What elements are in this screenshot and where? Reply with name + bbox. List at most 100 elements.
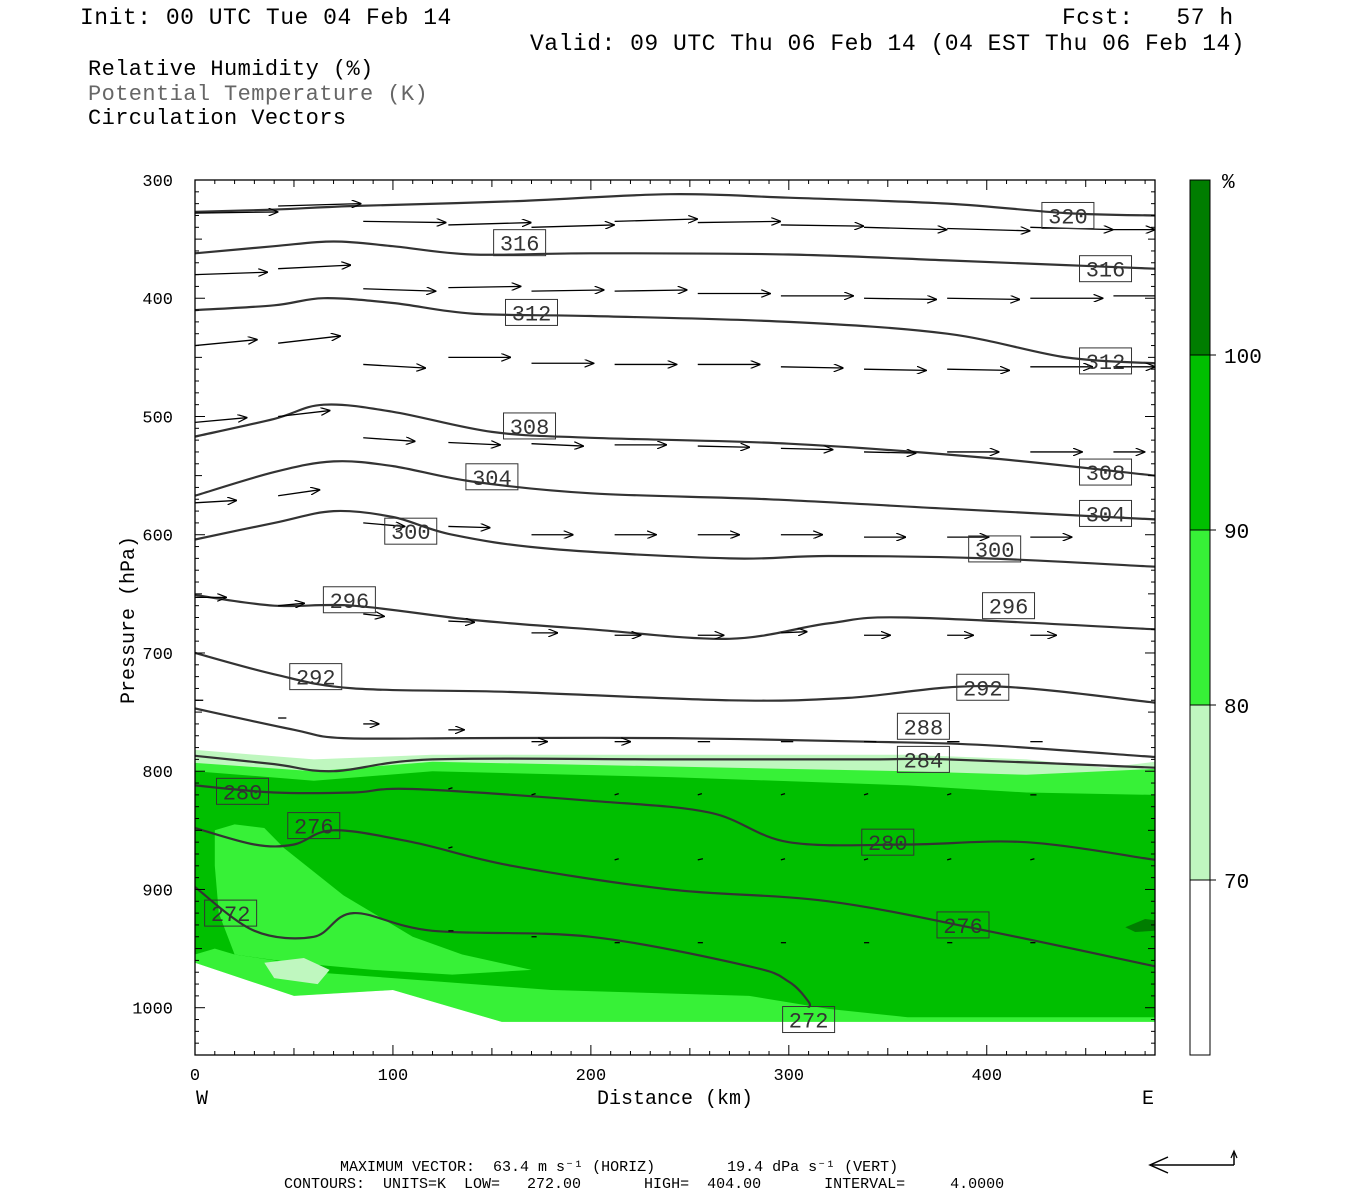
x-tick-label: 300 xyxy=(774,1067,805,1086)
isentrope-296 xyxy=(195,593,1155,640)
circulation-vector xyxy=(947,228,1029,230)
circulation-vector xyxy=(697,793,703,796)
circulation-vector xyxy=(195,212,277,213)
isentrope-label-box xyxy=(896,745,950,773)
isentrope-label-box xyxy=(287,812,341,840)
circulation-vector xyxy=(363,438,414,442)
circulation-vector xyxy=(863,793,869,796)
circulation-vector xyxy=(864,452,915,453)
circulation-vector xyxy=(946,858,952,861)
circulation-vector xyxy=(278,490,319,497)
circulation-vector xyxy=(448,526,489,527)
legend-rh: Relative Humidity (%) xyxy=(88,57,374,82)
isentrope-label-box xyxy=(982,592,1036,620)
colorbar-label: 80 xyxy=(1224,697,1249,720)
y-tick-label: 500 xyxy=(142,409,173,428)
isentrope-label-box xyxy=(956,673,1010,701)
isentrope-label-box xyxy=(1079,458,1133,486)
circulation-vector xyxy=(278,265,350,269)
circulation-vector xyxy=(531,444,582,446)
isentrope-label: 288 xyxy=(904,716,944,741)
circulation-vector xyxy=(946,793,952,796)
isentrope-label-box xyxy=(493,229,547,257)
circulation-vector xyxy=(864,369,926,370)
isentrope-label: 276 xyxy=(294,816,334,841)
isentrope-300 xyxy=(195,509,1155,568)
isentrope-288 xyxy=(195,707,1155,759)
circulation-vector xyxy=(614,219,697,221)
circulation-vector xyxy=(278,603,304,605)
x-east-label: E xyxy=(1142,1088,1154,1111)
colorbar-label: 90 xyxy=(1224,522,1249,545)
isentrope-label: 316 xyxy=(1086,259,1126,284)
isentrope-label: 292 xyxy=(296,667,336,692)
circulation-vector xyxy=(363,289,435,291)
circulation-vector xyxy=(780,793,786,796)
isentrope-label: 304 xyxy=(472,467,512,492)
isentrope-label-box xyxy=(216,777,270,805)
colorbar-segment xyxy=(1190,880,1210,1055)
x-tick-label: 200 xyxy=(576,1067,607,1086)
isentrope-label-box xyxy=(936,911,990,939)
circulation-vector xyxy=(697,446,749,447)
colorbar-frame xyxy=(1189,179,1211,1056)
max-vector-text: MAXIMUM VECTOR: 63.4 m s⁻¹ (HORIZ) 19.4 … xyxy=(340,1159,899,1176)
colorbar-unit: % xyxy=(1222,172,1235,195)
circulation-vector xyxy=(864,227,946,229)
circulation-vector xyxy=(195,272,267,274)
valid-time: Valid: 09 UTC Thu 06 Feb 14 (04 EST Thu … xyxy=(530,31,1246,57)
isentrope-label: 308 xyxy=(1086,462,1126,487)
x-west-label: W xyxy=(196,1088,208,1111)
circulation-vector xyxy=(448,846,453,849)
circulation-vector xyxy=(780,225,863,226)
x-axis-title: Distance (km) xyxy=(597,1088,753,1111)
isentrope-label: 304 xyxy=(1086,503,1126,528)
circulation-vector xyxy=(947,369,1009,370)
circulation-vector xyxy=(947,298,1019,299)
isentrope-label: 308 xyxy=(510,416,550,441)
isentrope-304 xyxy=(195,460,1155,521)
isentrope-label: 292 xyxy=(963,677,1003,702)
rh-region-80 xyxy=(214,824,532,975)
circulation-vector xyxy=(363,364,425,368)
isentrope-label: 296 xyxy=(989,596,1029,621)
isentrope-label-box xyxy=(503,412,557,440)
isentrope-label-box xyxy=(968,535,1022,563)
isentrope-label: 296 xyxy=(330,590,370,615)
circulation-vector xyxy=(531,290,603,291)
isentrope-280 xyxy=(195,784,1155,861)
isentrope-316 xyxy=(195,240,1155,270)
isentrope-284 xyxy=(195,754,1155,773)
circulation-vector xyxy=(780,858,786,861)
circulation-vector xyxy=(448,621,474,622)
circulation-vector xyxy=(614,793,619,796)
rh-region-70 xyxy=(264,958,330,985)
isentrope-label: 312 xyxy=(1086,351,1126,376)
isentrope-312 xyxy=(195,297,1155,365)
colorbar-segment xyxy=(1190,530,1210,705)
isentrope-label-box xyxy=(896,712,950,740)
isentrope-label-box xyxy=(1079,499,1133,527)
circulation-vector xyxy=(363,614,384,616)
isentrope-label-box xyxy=(465,463,519,491)
isentrope-label: 276 xyxy=(943,915,983,940)
isentrope-label: 272 xyxy=(211,903,251,928)
circulation-vector xyxy=(448,286,520,287)
y-tick-label: 400 xyxy=(142,291,173,310)
circulation-vector xyxy=(531,793,536,796)
isentrope-label-box xyxy=(504,298,558,326)
circulation-vector xyxy=(863,858,869,861)
isentrope-label: 280 xyxy=(223,781,263,806)
isentrope-label-box xyxy=(289,663,343,691)
isentrope-label: 284 xyxy=(904,749,944,774)
isentrope-label-box xyxy=(861,828,915,856)
isentrope-label-box xyxy=(322,586,376,614)
isentrope-label: 312 xyxy=(512,302,552,327)
circulation-vector xyxy=(780,367,843,368)
circulation-vector xyxy=(614,858,619,861)
circulation-vector xyxy=(195,500,236,502)
isentrope-label: 300 xyxy=(975,539,1015,564)
circulation-vector xyxy=(195,418,246,424)
y-tick-label: 800 xyxy=(142,764,173,783)
y-tick-label: 300 xyxy=(142,173,173,192)
